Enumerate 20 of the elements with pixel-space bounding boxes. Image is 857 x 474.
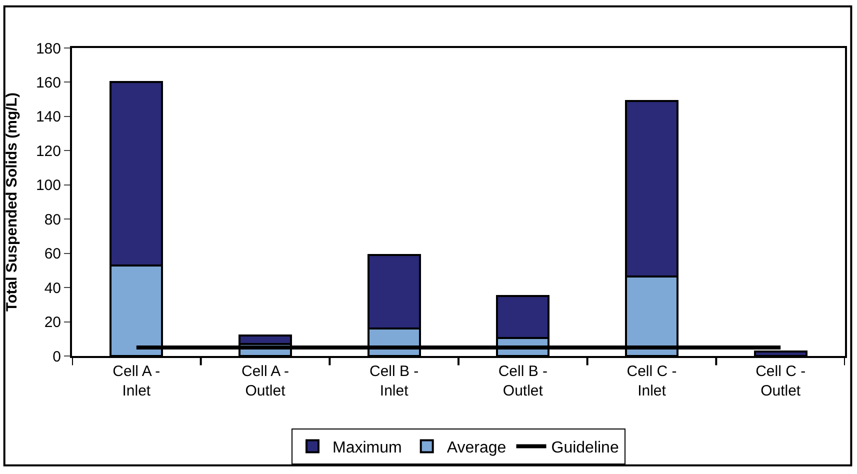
- x-tick-label: Cell C - Outlet: [756, 363, 806, 400]
- y-tick-label: 20: [44, 314, 61, 332]
- legend-label: Average: [446, 440, 506, 457]
- y-tick-label: 80: [44, 211, 61, 228]
- x-tick-label: Cell B - Outlet: [498, 363, 548, 400]
- y-tick-label: 160: [36, 74, 61, 92]
- legend-label: Maximum: [332, 440, 402, 457]
- x-tick-label: Cell A - Inlet: [112, 363, 160, 400]
- y-tick-label: 100: [36, 177, 61, 194]
- y-tick-label: 40: [44, 280, 61, 297]
- x-tick-label: Cell C - Inlet: [626, 363, 677, 400]
- y-axis-title: Total Suspended Solids (mg/L): [4, 92, 21, 312]
- y-tick-label: 60: [44, 246, 61, 263]
- y-tick-label: 180: [36, 40, 61, 58]
- x-tick-label: Cell B - Inlet: [369, 363, 419, 400]
- y-tick-label: 120: [36, 142, 61, 160]
- legend-label: Guideline: [551, 440, 619, 457]
- y-tick-label: 140: [36, 108, 61, 126]
- x-tick-label: Cell A - Outlet: [241, 363, 290, 400]
- y-tick-label: 0: [52, 348, 61, 366]
